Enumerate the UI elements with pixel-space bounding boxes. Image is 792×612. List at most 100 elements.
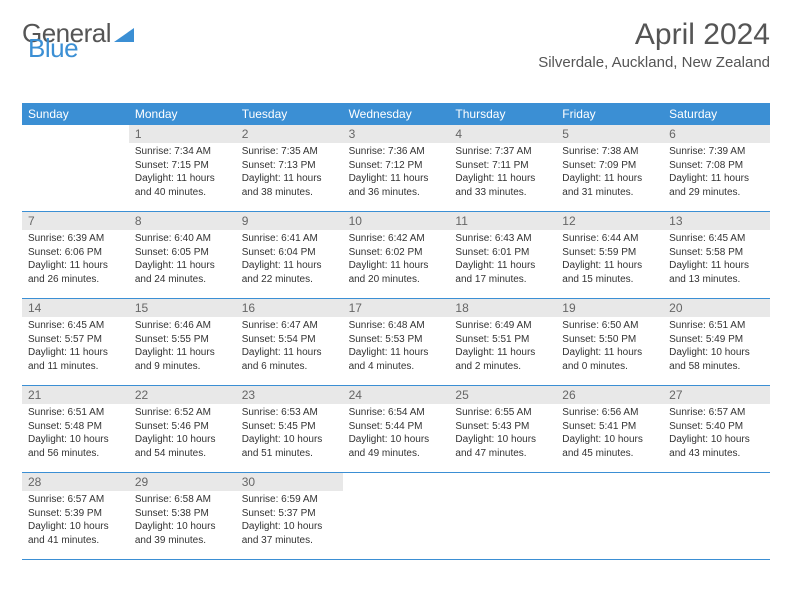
day-content: Sunrise: 7:36 AMSunset: 7:12 PMDaylight:… <box>343 143 450 203</box>
day-line: Sunset: 5:48 PM <box>28 420 123 434</box>
day-cell: 3Sunrise: 7:36 AMSunset: 7:12 PMDaylight… <box>343 125 450 211</box>
day-line: and 0 minutes. <box>562 360 657 374</box>
day-cell: 6Sunrise: 7:39 AMSunset: 7:08 PMDaylight… <box>663 125 770 211</box>
day-cell: 2Sunrise: 7:35 AMSunset: 7:13 PMDaylight… <box>236 125 343 211</box>
day-line: Sunrise: 6:52 AM <box>135 406 230 420</box>
day-content: Sunrise: 6:51 AMSunset: 5:48 PMDaylight:… <box>22 404 129 464</box>
day-line: Daylight: 11 hours <box>455 172 550 186</box>
day-line: Sunset: 7:12 PM <box>349 159 444 173</box>
day-content: Sunrise: 6:42 AMSunset: 6:02 PMDaylight:… <box>343 230 450 290</box>
day-content: Sunrise: 6:40 AMSunset: 6:05 PMDaylight:… <box>129 230 236 290</box>
day-line: and 31 minutes. <box>562 186 657 200</box>
day-number: 20 <box>663 299 770 317</box>
day-line: Sunrise: 6:55 AM <box>455 406 550 420</box>
day-cell: 18Sunrise: 6:49 AMSunset: 5:51 PMDayligh… <box>449 299 556 385</box>
day-line: Sunset: 5:55 PM <box>135 333 230 347</box>
day-cell: 9Sunrise: 6:41 AMSunset: 6:04 PMDaylight… <box>236 212 343 298</box>
day-line: Daylight: 10 hours <box>455 433 550 447</box>
day-content: Sunrise: 6:52 AMSunset: 5:46 PMDaylight:… <box>129 404 236 464</box>
title-block: April 2024 Silverdale, Auckland, New Zea… <box>538 18 770 71</box>
day-content: Sunrise: 6:55 AMSunset: 5:43 PMDaylight:… <box>449 404 556 464</box>
day-content: Sunrise: 6:59 AMSunset: 5:37 PMDaylight:… <box>236 491 343 551</box>
day-cell <box>343 473 450 559</box>
day-line: Sunset: 5:39 PM <box>28 507 123 521</box>
day-content: Sunrise: 6:51 AMSunset: 5:49 PMDaylight:… <box>663 317 770 377</box>
calendar: Sunday Monday Tuesday Wednesday Thursday… <box>22 103 770 560</box>
day-line: Sunrise: 7:35 AM <box>242 145 337 159</box>
day-line: Sunset: 5:49 PM <box>669 333 764 347</box>
day-cell: 27Sunrise: 6:57 AMSunset: 5:40 PMDayligh… <box>663 386 770 472</box>
day-content: Sunrise: 6:56 AMSunset: 5:41 PMDaylight:… <box>556 404 663 464</box>
day-cell: 10Sunrise: 6:42 AMSunset: 6:02 PMDayligh… <box>343 212 450 298</box>
day-cell: 28Sunrise: 6:57 AMSunset: 5:39 PMDayligh… <box>22 473 129 559</box>
day-line: Sunset: 5:41 PM <box>562 420 657 434</box>
week-row: 7Sunrise: 6:39 AMSunset: 6:06 PMDaylight… <box>22 212 770 299</box>
day-number: 17 <box>343 299 450 317</box>
day-line: and 26 minutes. <box>28 273 123 287</box>
day-line: Daylight: 11 hours <box>135 346 230 360</box>
day-line: and 17 minutes. <box>455 273 550 287</box>
day-number: 30 <box>236 473 343 491</box>
day-cell: 30Sunrise: 6:59 AMSunset: 5:37 PMDayligh… <box>236 473 343 559</box>
day-number <box>343 473 450 491</box>
day-line: and 2 minutes. <box>455 360 550 374</box>
day-line: Sunrise: 6:56 AM <box>562 406 657 420</box>
day-number: 24 <box>343 386 450 404</box>
day-number: 16 <box>236 299 343 317</box>
day-cell <box>22 125 129 211</box>
day-line: Daylight: 10 hours <box>242 433 337 447</box>
day-line: Sunset: 5:54 PM <box>242 333 337 347</box>
day-line: Sunrise: 6:48 AM <box>349 319 444 333</box>
day-line: Sunrise: 6:47 AM <box>242 319 337 333</box>
day-line: Sunset: 5:43 PM <box>455 420 550 434</box>
day-line: Daylight: 10 hours <box>349 433 444 447</box>
day-cell: 14Sunrise: 6:45 AMSunset: 5:57 PMDayligh… <box>22 299 129 385</box>
day-line: and 15 minutes. <box>562 273 657 287</box>
day-content: Sunrise: 6:54 AMSunset: 5:44 PMDaylight:… <box>343 404 450 464</box>
day-number: 1 <box>129 125 236 143</box>
day-line: Sunrise: 7:37 AM <box>455 145 550 159</box>
weekday-sun: Sunday <box>22 103 129 125</box>
day-line: Daylight: 11 hours <box>349 346 444 360</box>
day-line: Daylight: 10 hours <box>135 520 230 534</box>
day-line: Daylight: 11 hours <box>242 346 337 360</box>
logo-text-2: Blue <box>28 33 78 63</box>
day-line: and 33 minutes. <box>455 186 550 200</box>
day-content: Sunrise: 7:38 AMSunset: 7:09 PMDaylight:… <box>556 143 663 203</box>
day-line: Daylight: 11 hours <box>349 259 444 273</box>
day-number: 9 <box>236 212 343 230</box>
day-line: and 39 minutes. <box>135 534 230 548</box>
day-line: Sunset: 5:37 PM <box>242 507 337 521</box>
day-line: Daylight: 10 hours <box>242 520 337 534</box>
day-content: Sunrise: 6:53 AMSunset: 5:45 PMDaylight:… <box>236 404 343 464</box>
day-line: Sunrise: 6:42 AM <box>349 232 444 246</box>
day-cell <box>663 473 770 559</box>
day-line: and 20 minutes. <box>349 273 444 287</box>
day-cell: 12Sunrise: 6:44 AMSunset: 5:59 PMDayligh… <box>556 212 663 298</box>
day-line: Daylight: 11 hours <box>28 259 123 273</box>
weekday-sat: Saturday <box>663 103 770 125</box>
day-number: 27 <box>663 386 770 404</box>
day-content: Sunrise: 6:45 AMSunset: 5:57 PMDaylight:… <box>22 317 129 377</box>
day-line: Sunset: 6:04 PM <box>242 246 337 260</box>
day-number: 22 <box>129 386 236 404</box>
day-cell: 5Sunrise: 7:38 AMSunset: 7:09 PMDaylight… <box>556 125 663 211</box>
week-row: 28Sunrise: 6:57 AMSunset: 5:39 PMDayligh… <box>22 473 770 560</box>
day-line: Daylight: 10 hours <box>669 346 764 360</box>
day-line: Sunrise: 6:59 AM <box>242 493 337 507</box>
day-line: Sunrise: 7:38 AM <box>562 145 657 159</box>
day-line: Sunrise: 7:36 AM <box>349 145 444 159</box>
day-line: Sunset: 5:50 PM <box>562 333 657 347</box>
day-line: and 54 minutes. <box>135 447 230 461</box>
day-line: Sunrise: 6:41 AM <box>242 232 337 246</box>
day-line: Sunset: 6:06 PM <box>28 246 123 260</box>
day-line: and 49 minutes. <box>349 447 444 461</box>
day-cell: 15Sunrise: 6:46 AMSunset: 5:55 PMDayligh… <box>129 299 236 385</box>
day-number <box>556 473 663 491</box>
day-cell <box>556 473 663 559</box>
day-line: Daylight: 11 hours <box>28 346 123 360</box>
day-line: Sunset: 5:40 PM <box>669 420 764 434</box>
day-number: 3 <box>343 125 450 143</box>
week-row: 14Sunrise: 6:45 AMSunset: 5:57 PMDayligh… <box>22 299 770 386</box>
logo: General Blue <box>22 18 134 49</box>
